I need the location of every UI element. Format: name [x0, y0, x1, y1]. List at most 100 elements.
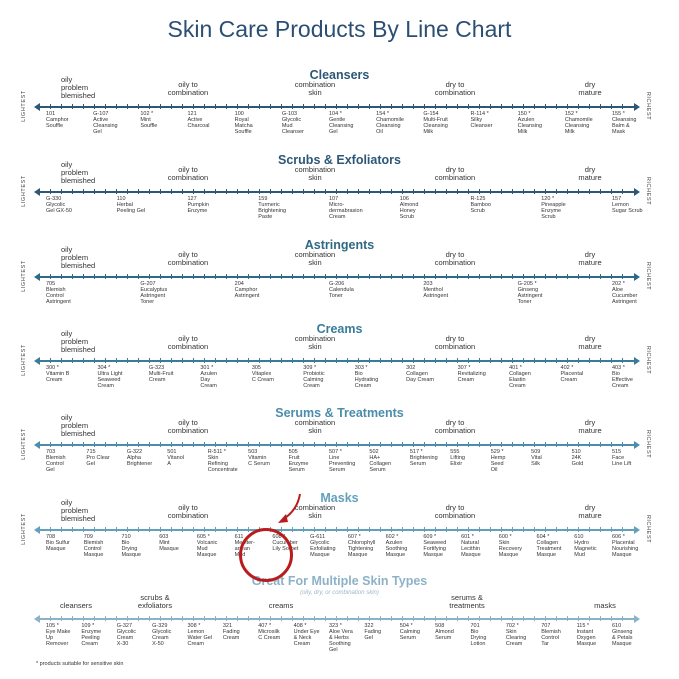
- axis-tick: [83, 442, 84, 447]
- axis-tick: [105, 274, 106, 279]
- axis-tick: [270, 274, 271, 279]
- axis-tick: [347, 274, 348, 279]
- axis-tick: [567, 442, 568, 447]
- axis-tick: [281, 527, 282, 532]
- axis-tick: [303, 189, 304, 194]
- axis-tick: [391, 104, 392, 109]
- product-label: G-154 Multi-Fruit Cleansing Milk: [423, 111, 448, 135]
- axis-tick: [578, 527, 579, 532]
- skin-type-label: dry to combination: [434, 418, 476, 435]
- product-label: G-611 Glycolic Exfoliating Masque: [310, 534, 336, 558]
- axis-tick: [303, 527, 304, 532]
- axis-tick: [523, 104, 524, 109]
- axis-tick: [237, 527, 238, 532]
- axis-tick: [534, 274, 535, 279]
- product-label: 602 * Azulen Soothing Masque: [385, 534, 408, 558]
- product-label: 703 Blemish Control Gel: [46, 449, 66, 473]
- axis-tick: [358, 616, 359, 621]
- axis-tick: [358, 104, 359, 109]
- axis-tick: [600, 274, 601, 279]
- axis-tick: [270, 358, 271, 363]
- axis-tick: [611, 189, 612, 194]
- skin-type-label: dry mature: [578, 80, 602, 97]
- axis-tick: [545, 616, 546, 621]
- product-label: 159 Turmeric Brightening Paste: [258, 196, 287, 220]
- axis-tick: [611, 527, 612, 532]
- axis-tick: [138, 189, 139, 194]
- axis-tick: [446, 358, 447, 363]
- axis-tick: [380, 104, 381, 109]
- product-label: 503 Vitamin C Serum: [248, 449, 270, 467]
- page-title: Skin Care Products By Line Chart: [167, 16, 512, 42]
- axis-tick: [578, 358, 579, 363]
- left-arrow-icon: [34, 273, 40, 281]
- axis-tick: [600, 527, 601, 532]
- skin-type-label: oily to combination: [167, 503, 209, 520]
- axis-tick: [182, 189, 183, 194]
- axis-tick: [622, 274, 623, 279]
- axis-tick: [358, 274, 359, 279]
- axis-tick: [314, 442, 315, 447]
- axis-tick: [226, 358, 227, 363]
- axis-tick: [61, 274, 62, 279]
- product-label: 202 * Aloe Cucumber Astringent: [612, 281, 638, 305]
- skin-type-label: combination skin: [294, 503, 336, 520]
- axis-tick: [292, 104, 293, 109]
- axis-tick: [336, 616, 337, 621]
- product-label: G-330 Glycolic Gel GX-50: [46, 196, 72, 214]
- axis-tick: [589, 189, 590, 194]
- axis-tick: [391, 616, 392, 621]
- axis-tick: [94, 616, 95, 621]
- axis-tick: [105, 358, 106, 363]
- product-label: 502 HA+ Collagen Serum: [369, 449, 392, 473]
- axis-tick: [281, 274, 282, 279]
- axis-tick: [435, 527, 436, 532]
- richest-label: RICHEST: [645, 261, 652, 291]
- axis-tick: [149, 616, 150, 621]
- category-label: cleansers: [59, 601, 93, 610]
- axis-tick: [424, 189, 425, 194]
- axis-tick: [369, 616, 370, 621]
- axis-tick: [226, 274, 227, 279]
- axis-tick: [303, 616, 304, 621]
- product-label: 127 Pumpkin Enzyme: [187, 196, 209, 214]
- axis-tick: [468, 527, 469, 532]
- product-label: G-327 Glycolic Cream X-30: [116, 623, 137, 647]
- axis-tick: [567, 189, 568, 194]
- axis-tick: [534, 442, 535, 447]
- axis-tick: [292, 527, 293, 532]
- axis-tick: [611, 442, 612, 447]
- product-label: 120 * Pineapple Enzyme Scrub: [541, 196, 566, 220]
- skin-type-label: oily problem blemished: [61, 160, 96, 185]
- axis-tick: [226, 104, 227, 109]
- axis-tick: [457, 189, 458, 194]
- axis-tick: [61, 527, 62, 532]
- axis-tick: [380, 442, 381, 447]
- product-label: 301 * Azulen Day Cream: [200, 365, 218, 389]
- axis-tick: [83, 189, 84, 194]
- product-label: 109 * Enzyme Peeling Cream: [81, 623, 102, 647]
- axis-tick: [314, 104, 315, 109]
- skin-type-label: combination skin: [294, 80, 336, 97]
- axis-tick: [193, 358, 194, 363]
- axis-tick: [270, 616, 271, 621]
- axis-tick: [523, 274, 524, 279]
- axis-tick: [171, 527, 172, 532]
- axis-tick: [270, 189, 271, 194]
- product-label: 504 * Calming Serum: [399, 623, 420, 641]
- product-label: G-322 Alpha Brightener: [126, 449, 153, 467]
- product-label: 408 * Under Eye & Neck Cream: [293, 623, 320, 647]
- axis-tick: [336, 274, 337, 279]
- axis-tick: [171, 442, 172, 447]
- axis-tick: [589, 104, 590, 109]
- left-arrow-icon: [34, 188, 40, 196]
- product-label: 308 * Lemon Water Gel Cream: [187, 623, 213, 647]
- axis-tick: [380, 616, 381, 621]
- axis-tick: [479, 442, 480, 447]
- axis-tick: [545, 104, 546, 109]
- axis-tick: [578, 616, 579, 621]
- axis-tick: [215, 616, 216, 621]
- skin-type-label: combination skin: [294, 250, 336, 267]
- skin-type-label: combination skin: [294, 334, 336, 351]
- axis-tick: [237, 442, 238, 447]
